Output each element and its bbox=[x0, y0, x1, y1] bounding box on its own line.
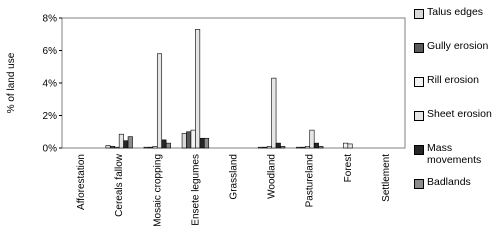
bar bbox=[280, 146, 286, 149]
bar bbox=[143, 146, 149, 149]
legend-item: Badlands bbox=[414, 176, 498, 210]
legend-swatch bbox=[414, 77, 424, 87]
bar bbox=[300, 146, 306, 149]
bar bbox=[152, 146, 158, 149]
bar bbox=[203, 137, 210, 149]
x-tick-label: Ensete legumes bbox=[190, 154, 201, 226]
y-axis-title: % of land use bbox=[6, 52, 17, 113]
bar bbox=[165, 142, 171, 149]
legend-swatch bbox=[414, 43, 424, 53]
bar bbox=[127, 136, 133, 149]
legend-swatch bbox=[414, 179, 424, 189]
legend-label: Rill erosion bbox=[427, 74, 479, 86]
bar bbox=[148, 146, 154, 149]
bar bbox=[304, 146, 311, 149]
bar bbox=[266, 146, 272, 149]
plot-frame bbox=[61, 17, 406, 149]
legend-label: Talus edges bbox=[427, 6, 484, 18]
x-tick-label: Settlement bbox=[381, 154, 392, 202]
bar bbox=[296, 146, 302, 149]
legend-item: Rill erosion bbox=[414, 74, 498, 108]
legend-swatch bbox=[414, 9, 424, 19]
y-tick-label: 6% bbox=[43, 46, 58, 57]
y-tick-label: 0% bbox=[43, 144, 58, 155]
legend-item: Mass movements bbox=[414, 142, 498, 176]
plot: % of land use 0% 2% 4% 6% 8% Afforestation Cer… bbox=[6, 14, 406, 227]
x-tick-label: Cereals fallow bbox=[114, 153, 125, 217]
legend-label: Sheet erosion bbox=[427, 108, 492, 120]
bar bbox=[118, 133, 124, 149]
legend-item: Sheet erosion bbox=[414, 108, 498, 142]
bar bbox=[195, 29, 201, 149]
x-tick-label: Woodland bbox=[267, 154, 278, 199]
y-tick-label: 8% bbox=[43, 14, 58, 25]
bar bbox=[156, 53, 163, 149]
bar bbox=[257, 146, 264, 149]
x-tick-label: Pastureland bbox=[305, 154, 316, 207]
bar bbox=[109, 146, 116, 149]
bar bbox=[161, 139, 167, 149]
x-tick-label: Afforestation bbox=[76, 154, 87, 210]
x-tick-label: Mosaic cropping bbox=[152, 154, 163, 227]
bar bbox=[190, 129, 196, 149]
bar bbox=[275, 142, 281, 149]
bar bbox=[271, 77, 277, 149]
legend-swatch bbox=[414, 111, 424, 121]
legend-item: Talus edges bbox=[414, 6, 498, 40]
bar bbox=[186, 131, 192, 149]
bar bbox=[181, 133, 187, 149]
legend: Talus edges Gully erosion Rill erosion Shee… bbox=[414, 6, 498, 210]
legend-item: Gully erosion bbox=[414, 40, 498, 74]
x-tick-label: Forest bbox=[343, 154, 354, 183]
bar bbox=[199, 137, 205, 149]
legend-swatch bbox=[414, 145, 424, 155]
bar bbox=[262, 146, 268, 149]
bar bbox=[318, 146, 324, 149]
bar bbox=[114, 146, 120, 149]
bar bbox=[105, 145, 111, 149]
bar bbox=[313, 142, 319, 149]
bar bbox=[347, 143, 353, 149]
bar bbox=[123, 140, 129, 149]
x-tick-label: Grassland bbox=[229, 154, 240, 200]
bar bbox=[309, 129, 315, 149]
bar bbox=[343, 142, 349, 149]
y-tick-label: 4% bbox=[43, 79, 58, 90]
legend-label: Mass movements bbox=[427, 142, 482, 166]
legend-label: Gully erosion bbox=[427, 40, 489, 52]
legend-label: Badlands bbox=[427, 176, 471, 188]
y-tick-label: 2% bbox=[43, 111, 58, 122]
